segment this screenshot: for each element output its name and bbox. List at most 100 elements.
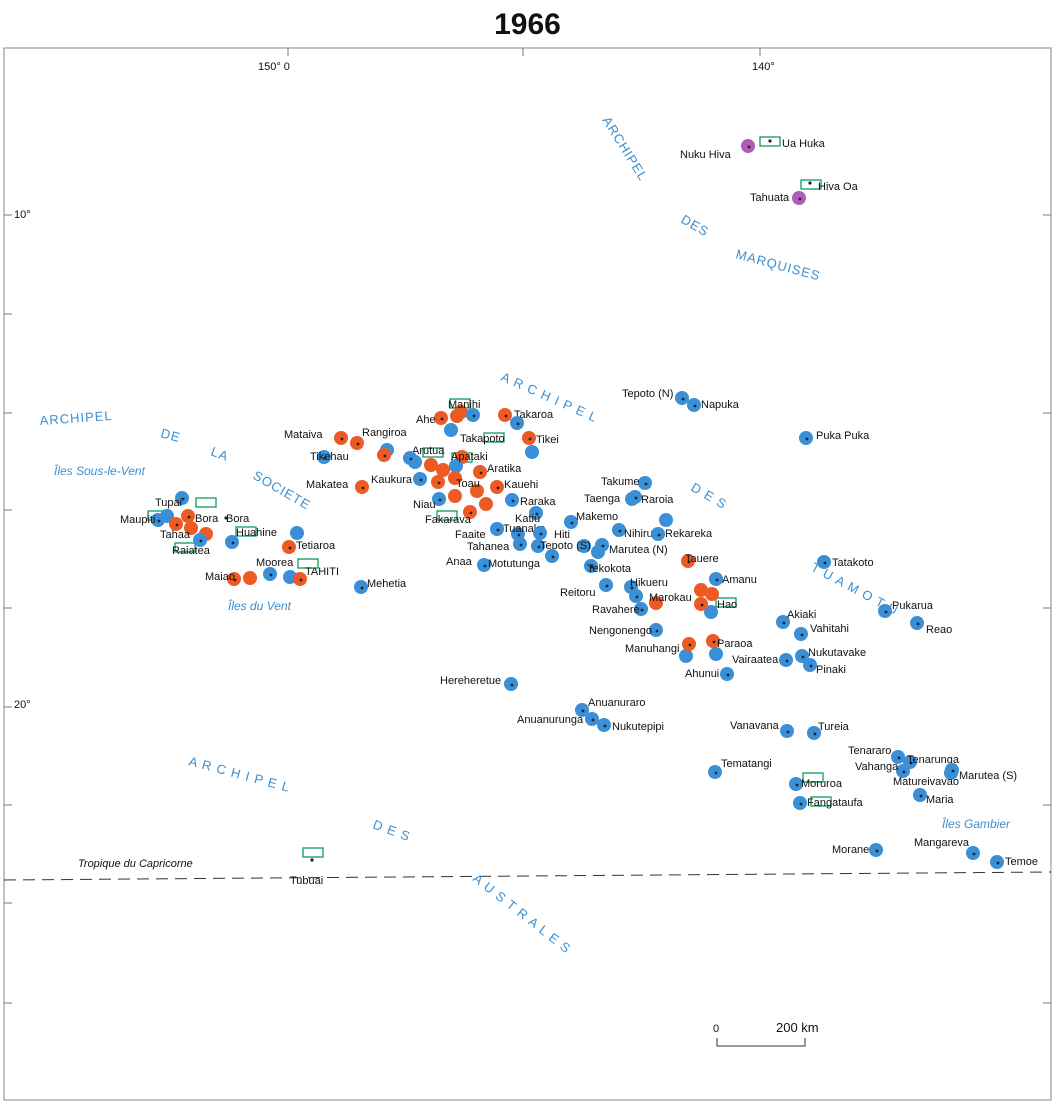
island-marker[interactable]: Akiaki [776, 609, 816, 629]
island-marker[interactable]: Mataiva [284, 429, 348, 445]
island-point [438, 498, 442, 502]
island-marker[interactable]: Marokau [629, 589, 692, 604]
island-marker[interactable]: Reao [910, 616, 952, 636]
island-marker[interactable]: Anuanurunga [517, 712, 599, 726]
island-marker[interactable]: Faaite [455, 522, 504, 541]
island-marker[interactable]: Hiti [533, 526, 570, 541]
island-marker[interactable]: Kauehi [490, 479, 538, 494]
island-marker[interactable]: Ravahere [592, 602, 648, 616]
island-marker[interactable]: Bora [224, 513, 250, 525]
island-marker[interactable]: Tatakoto [817, 555, 874, 569]
island-marker[interactable]: Tikehau [310, 450, 349, 464]
island-marker[interactable]: Vahitahi [794, 623, 849, 641]
island-marker[interactable]: Fangataufa [793, 796, 864, 810]
island-marker[interactable]: Huahine [225, 527, 277, 549]
island-marker[interactable]: Maiao [205, 571, 241, 586]
island-marker[interactable]: Makatea [306, 479, 369, 494]
island-marker[interactable]: Mehetia [354, 578, 407, 594]
island-marker[interactable]: Marutea (N) [595, 538, 668, 556]
island-marker[interactable]: Amanu [709, 572, 757, 586]
island-marker[interactable]: Pukarua [878, 600, 934, 618]
island-marker[interactable]: Tetiaroa [282, 540, 336, 554]
island-marker[interactable]: Manihi [448, 399, 480, 422]
island-marker[interactable]: Tauere [681, 553, 719, 568]
island-point [603, 724, 607, 728]
island-marker[interactable]: Anaa [446, 556, 491, 572]
map-title: 1966 [494, 8, 561, 41]
island-marker[interactable]: Aratika [473, 463, 522, 479]
island-marker[interactable]: Tubuai [290, 858, 323, 887]
island-marker[interactable]: Mangareva [914, 837, 980, 860]
island-marker[interactable]: Nihiru [612, 523, 653, 540]
island-marker[interactable]: Napuka [687, 398, 740, 412]
blue-dot [628, 490, 642, 504]
island-marker[interactable]: Katiu [515, 506, 543, 525]
island-marker[interactable]: Hiva Oa [808, 181, 859, 193]
region-societe-de: DE [159, 425, 182, 445]
island-marker[interactable]: Tepoto (N) [622, 388, 689, 405]
island-marker[interactable]: Tahuata [750, 191, 806, 205]
island-marker[interactable]: Moruroa [789, 777, 843, 791]
island-label: Ahunui [685, 668, 719, 680]
island-marker[interactable]: Bora [181, 509, 219, 525]
island-marker[interactable]: Marutea (S) [945, 763, 1017, 782]
island-marker[interactable]: Tahaa [160, 517, 191, 541]
island-marker[interactable]: TAHITI [293, 566, 339, 586]
island-marker[interactable]: Niau [413, 492, 446, 511]
island-marker[interactable]: Paraoa [706, 634, 753, 650]
island-marker[interactable]: Hereheretue [440, 675, 518, 691]
island-marker[interactable]: Tupai [155, 491, 189, 509]
island-marker[interactable]: Makemo [564, 511, 618, 529]
island-marker[interactable]: Takume [601, 476, 652, 490]
island-marker[interactable]: Manuhangi [625, 637, 696, 655]
island-marker[interactable]: Puka Puka [799, 430, 870, 445]
island-label: Hiti [554, 529, 570, 541]
island-label: Apataki [451, 451, 488, 463]
island-marker[interactable]: Tenararo [848, 745, 905, 764]
island-marker[interactable]: Hao [694, 597, 737, 611]
island-marker[interactable]: Vanavana [730, 720, 794, 738]
island-marker[interactable]: Toau [431, 475, 480, 490]
island-marker[interactable]: Tepoto (S) [531, 539, 591, 553]
island-marker[interactable]: Maupiti [120, 513, 165, 527]
island-marker[interactable]: Nuku Hiva [680, 139, 755, 161]
island-marker[interactable]: Ahe [416, 411, 448, 426]
island-point [187, 515, 191, 519]
island-marker[interactable]: Nukutepipi [597, 718, 664, 733]
island-marker[interactable]: Pinaki [803, 658, 846, 676]
island-label: Anuanuraro [588, 697, 646, 709]
island-marker[interactable]: Tematangi [708, 758, 772, 779]
island-marker[interactable]: Nukutavake [795, 647, 866, 663]
island-marker[interactable]: Tekokota [584, 559, 632, 575]
island-marker[interactable]: Anuanuraro [575, 697, 646, 717]
island-marker[interactable]: Ua Huka [768, 138, 826, 150]
island-marker[interactable]: Takapoto [460, 416, 524, 445]
island-marker[interactable]: Takaroa [498, 408, 554, 422]
island-marker[interactable]: Apataki [403, 451, 488, 465]
island-marker[interactable]: Moorea [256, 557, 294, 581]
island-marker[interactable]: Raiatea [172, 533, 211, 557]
island-marker[interactable]: Nengonengo [589, 623, 663, 637]
island-marker[interactable]: Raraka [505, 493, 556, 508]
island-marker[interactable]: Motutunga [488, 549, 559, 570]
island-marker[interactable]: Morane [832, 843, 883, 857]
island-marker[interactable]: Tureia [807, 721, 850, 740]
red-dot [706, 634, 720, 648]
island-marker[interactable]: Ahunui [685, 667, 734, 681]
blue-dot [675, 391, 689, 405]
island-marker[interactable]: Rangiroa [350, 427, 408, 450]
island-marker[interactable]: Tahanea [467, 537, 527, 553]
island-marker[interactable]: Vairaatea [732, 653, 793, 667]
island-marker[interactable]: Maria [913, 788, 954, 806]
island-marker[interactable]: Raroia [628, 490, 674, 506]
island-marker[interactable]: Reitoru [560, 578, 613, 599]
island-marker[interactable]: Arutua [377, 445, 445, 462]
island-marker[interactable]: Kaukura [371, 472, 427, 486]
island-marker[interactable]: Temoe [990, 855, 1038, 869]
island-marker[interactable]: Fakarava [425, 505, 477, 526]
island-marker[interactable]: Rekareka [651, 527, 713, 541]
region-australes-archipel: A R C H I P E L [187, 753, 292, 794]
island-marker[interactable]: Tikei [522, 431, 559, 446]
island-point [909, 761, 913, 765]
island-marker[interactable]: Vahanga [855, 761, 910, 778]
